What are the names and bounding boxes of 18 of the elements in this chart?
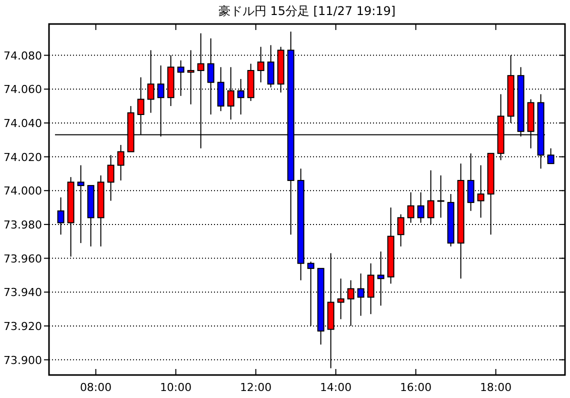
candlestick — [407, 192, 414, 224]
x-tick-label: 12:00 — [240, 381, 272, 394]
x-tick-label: 16:00 — [400, 381, 432, 394]
y-tick-label: 73.980 — [4, 218, 42, 232]
y-tick-label: 74.040 — [4, 116, 42, 130]
chart-title: 豪ドル円 15分足 [11/27 19:19] — [218, 4, 396, 18]
y-tick-label: 73.920 — [4, 320, 42, 333]
y-tick-label: 74.020 — [4, 150, 42, 164]
x-tick-label: 14:00 — [320, 381, 352, 394]
y-tick-label: 73.940 — [4, 286, 42, 300]
x-tick-label: 10:00 — [160, 381, 192, 394]
x-tick-label: 08:00 — [80, 381, 112, 394]
y-tick-label: 74.000 — [4, 184, 42, 198]
y-tick-label: 74.060 — [4, 83, 42, 96]
y-tick-label: 73.900 — [4, 354, 42, 367]
y-tick-label: 74.080 — [4, 49, 42, 62]
y-tick-label: 73.960 — [4, 252, 42, 266]
x-tick-label: 18:00 — [480, 381, 512, 394]
